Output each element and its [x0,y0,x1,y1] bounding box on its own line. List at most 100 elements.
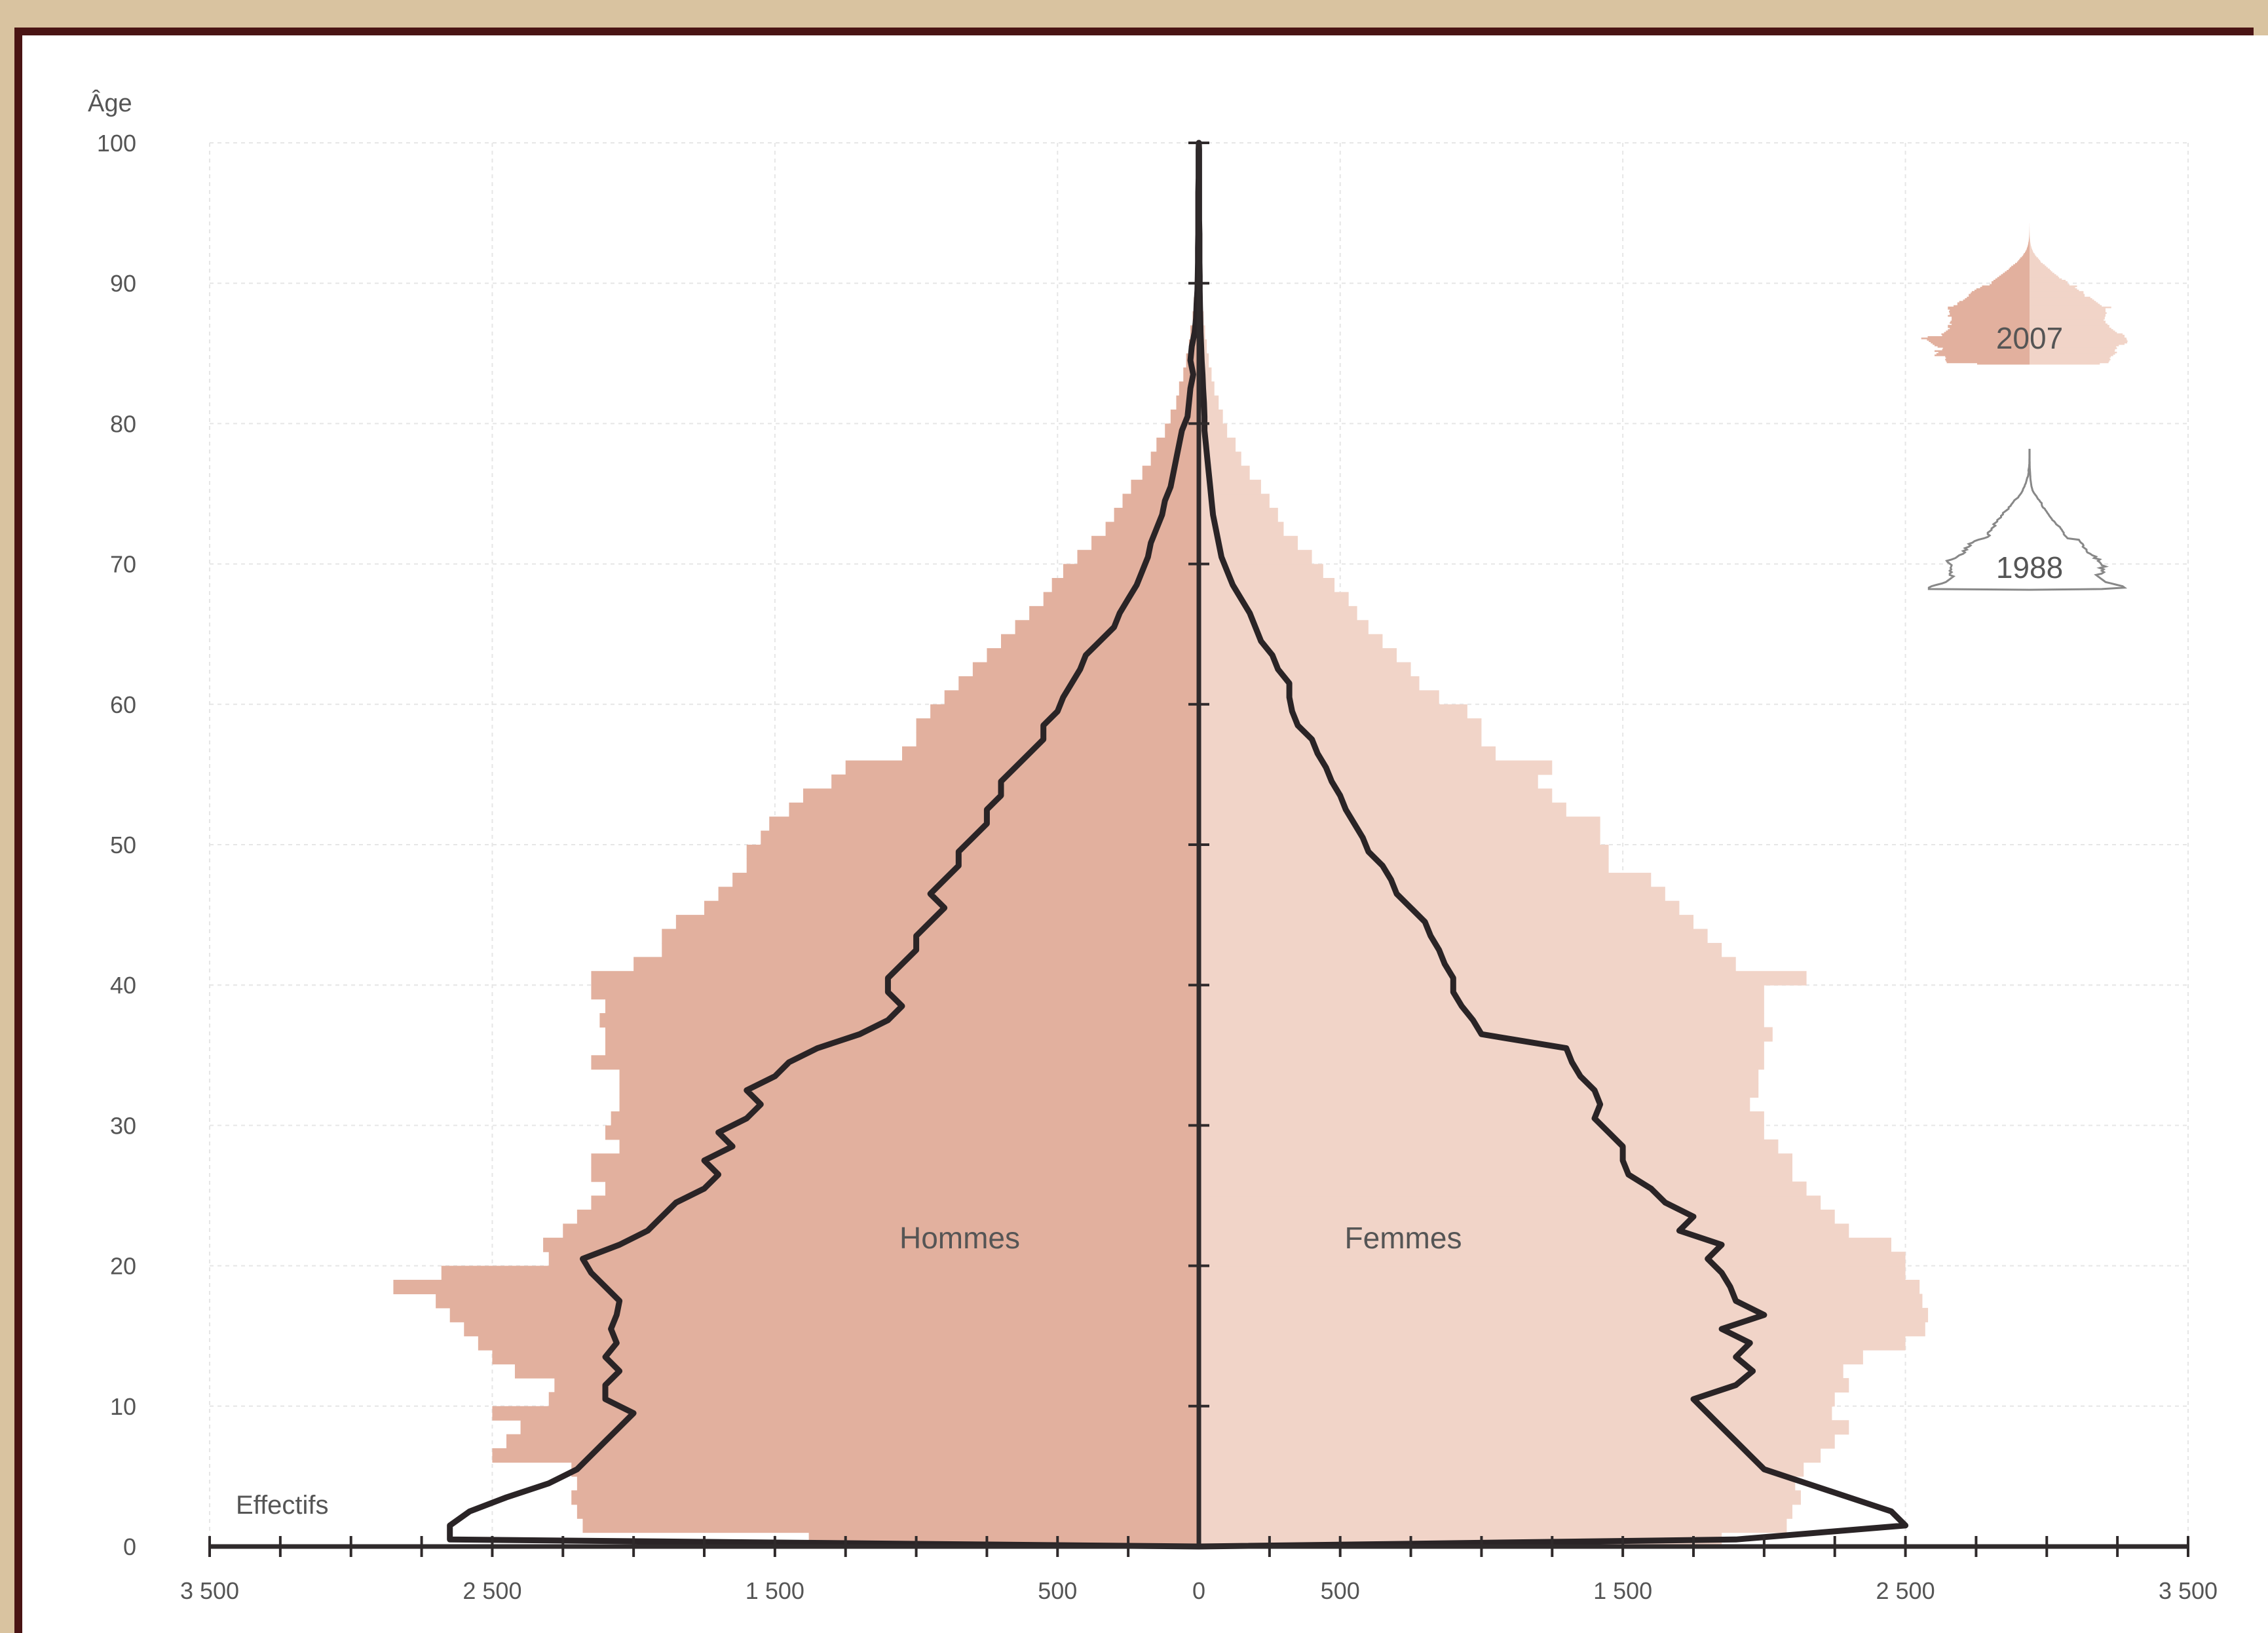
legend-1988-outline [1927,448,2128,591]
legend-2007-men [1944,332,2030,334]
legend-2007-women [2030,256,2037,258]
legend-2007-men [1969,294,2030,296]
legend-2007-men [1933,343,2030,345]
bar-2007-men [605,1041,1199,1056]
bar-2007-women [1199,985,1764,1000]
legend-2007-men [1957,302,2030,304]
legend-2007-men [2028,241,2030,244]
bar-2007-women [1199,802,1566,817]
bar-2007-men [746,845,1199,860]
legend-2007-men [1938,351,2030,354]
bar-2007-men [605,1125,1199,1140]
bar-2007-women [1199,1518,1787,1533]
legend-2007-men [2028,239,2030,241]
legend-2007-women [2030,353,2115,355]
legend-2007-men [1941,333,2030,336]
bar-2007-men [571,1490,1199,1505]
legend-2007-men [2014,263,2030,265]
legend-2007-men [1949,311,2030,313]
legend-2007-women [2030,259,2041,262]
legend-2007-men [1950,309,2030,311]
legend-2007-women [2030,267,2048,269]
legend-1988-label: 1988 [1996,550,2063,585]
legend-2007-men [2011,265,2030,268]
legend-2007-men [1927,339,2030,341]
legend-2007-women [2030,340,2128,342]
legend-2007-women [2030,319,2104,321]
outline-1988-women [1196,140,1909,1550]
legend-2007-men [1950,313,2030,316]
legend-2007-men [1946,330,2030,332]
bar-2007-women [1199,634,1383,649]
bar-2007-men [571,1462,1199,1477]
legend-2007-women [2030,358,2111,360]
legend-2007-men [2005,271,2030,273]
bar-2007-men [548,1252,1199,1267]
legend-2007-women [2030,339,2127,341]
legend-2007-women [2030,264,2045,266]
legend-2007-men [1993,280,2030,282]
legend-2007-men [1937,346,2030,348]
legend-2007-women [2030,346,2117,348]
bar-2007-men [972,662,1199,677]
legend-2007-women [2030,263,2043,265]
bar-2007-women [1199,605,1357,621]
bar-2007-men [582,1518,1199,1533]
legend: 2007 1988 [1921,223,2128,591]
bar-2007-women [1199,578,1335,593]
legend-2007-women [2030,350,2115,353]
bar-2007-men [605,1027,1199,1042]
legend-2007-men [1946,357,2030,359]
bar-2007-men [1051,578,1199,593]
legend-2007-men [1995,278,2030,280]
legend-2007-men [1948,315,2030,317]
legend-2007-men [1950,320,2030,322]
bar-2007-women [1199,970,1807,986]
bar-2007-women [1199,1280,1920,1295]
legend-2007-women [2030,278,2062,280]
legend-2007-women [2030,315,2106,317]
legend-2007-men [2016,261,2030,263]
legend-2007-men [2026,248,2030,251]
bar-2007-women [1199,816,1600,832]
bar-2007-women [1199,1069,1759,1084]
bar-2007-women [1199,830,1600,845]
legend-2007-women [2030,268,2050,271]
legend-2007-women [2030,286,2075,289]
bar-2007-men [1122,493,1199,509]
bar-2007-men [591,985,1199,1000]
bar-2007-women [1199,1335,1906,1351]
tick-labels-layer: 3 500 2 500 1 500 500 0 500 1 500 2 500 3 500 0 10… [97,130,2218,1604]
bar-2007-women [1199,957,1736,972]
bar-2007-men [916,732,1199,747]
bar-2007-men [543,1237,1199,1252]
legend-2007-women [2030,306,2111,309]
legend-2007-women [2030,288,2077,290]
legend-2007-men [2028,240,2030,242]
bar-2007-men [506,1434,1199,1449]
legend-2007-men [2013,264,2030,266]
bar-2007-men [1091,535,1199,550]
y-tick-label: 0 [123,1533,136,1560]
y-tick-label: 60 [110,691,136,718]
legend-2007-women [2030,301,2096,303]
legend-2007-men [1999,275,2030,278]
legend-2007-women [2030,280,2066,282]
bar-2007-men [718,887,1199,902]
bar-2007-women [1199,1097,1750,1112]
y-tick-label: 100 [97,130,136,157]
legend-2007-women [2030,332,2117,334]
bar-2007-men [1015,620,1199,635]
legend-2007-women [2030,360,2109,362]
bar-2007-women [1199,1420,1849,1435]
legend-2007-women [2030,248,2033,251]
legend-2007-label: 2007 [1996,321,2063,355]
bar-2007-men [436,1294,1200,1309]
legend-2007-women [2030,356,2111,358]
bar-2007-men [563,1223,1199,1239]
legend-2007-men [1952,318,2030,320]
bar-2007-men [1063,564,1199,579]
legend-2007-men [1990,284,2030,286]
bar-2007-men [845,760,1199,775]
